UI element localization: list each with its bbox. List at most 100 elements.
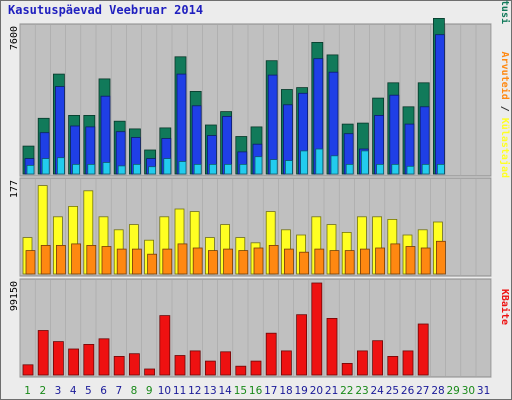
bar-kbaite-day-9 [144,368,156,376]
legend-panel-3: KBaite [499,289,511,325]
bar-arvuteid-day-3 [56,244,66,275]
bar-arvuteid-day-23 [359,248,370,275]
legend-item-külastusi: Külastusi [499,0,511,24]
bar-kbaite-day-8 [128,353,140,376]
day-label-27: 27 [416,385,429,397]
bar-pöördumisi-day-3 [57,157,65,175]
day-label-7: 7 [115,385,122,397]
bar-pöördumisi-day-28 [436,163,445,175]
bar-arvuteid-day-11 [177,243,188,275]
day-label-24: 24 [371,385,385,397]
bar-faile-day-12 [191,105,202,175]
bar-kbaite-day-24 [372,340,384,376]
bar-kbaite-day-14 [220,351,232,376]
bar-kbaite-day-16 [250,360,262,376]
bar-kbaite-day-27 [417,323,429,376]
bar-kbaite-day-23 [356,350,368,376]
bar-arvuteid-day-7 [116,248,127,275]
bar-kbaite-day-19 [296,314,308,376]
bar-faile-day-17 [267,74,278,175]
day-label-28: 28 [431,385,444,397]
day-label-15: 15 [234,385,247,397]
bar-faile-day-28 [434,34,445,175]
bar-kbaite-day-12 [189,350,201,376]
day-label-17: 17 [264,385,277,397]
bar-pöördumisi-day-23 [360,150,369,175]
bar-faile-day-25 [389,94,400,175]
bar-kbaite-day-2 [37,330,49,376]
bar-pöördumisi-day-15 [239,163,248,175]
day-label-8: 8 [131,385,138,397]
bar-kbaite-day-1 [22,364,34,376]
bar-pöördumisi-day-26 [406,165,415,175]
bar-arvuteid-day-22 [344,250,355,275]
bar-kbaite-day-25 [387,355,399,376]
day-label-2: 2 [39,385,46,397]
bar-kbaite-day-17 [265,332,277,376]
bar-kbaite-day-21 [326,317,338,376]
day-label-9: 9 [146,385,153,397]
legend-separator: / [499,100,510,118]
bar-pöördumisi-day-18 [284,160,293,175]
panel-y-max-label: 99150 [9,281,20,311]
bar-arvuteid-day-2 [40,244,51,275]
bar-kbaite-day-18 [280,350,292,376]
legend-item-külastajad: Külastajad [499,118,511,178]
day-label-30: 30 [462,385,475,397]
bar-pöördumisi-day-13 [208,163,217,175]
day-label-31: 31 [477,385,490,397]
day-label-18: 18 [279,385,292,397]
bar-pöördumisi-day-10 [163,158,172,175]
day-label-29: 29 [447,385,460,397]
day-label-4: 4 [70,385,77,397]
bar-kbaite-day-7 [113,355,125,376]
day-label-19: 19 [295,385,308,397]
bar-kbaite-day-13 [204,360,216,376]
bar-pöördumisi-day-8 [132,163,141,175]
bar-arvuteid-day-28 [435,240,446,275]
bar-pöördumisi-day-22 [345,163,354,175]
bar-arvuteid-day-9 [147,253,158,275]
bar-kbaite-day-10 [159,315,171,376]
bar-kbaite-day-22 [341,362,353,376]
day-label-10: 10 [158,385,171,397]
day-label-23: 23 [355,385,368,397]
bar-arvuteid-day-24 [375,247,386,275]
bar-arvuteid-day-15 [238,250,249,275]
bar-pöördumisi-day-4 [72,163,80,175]
bar-arvuteid-day-1 [25,250,36,275]
bar-pöördumisi-day-9 [148,166,157,175]
day-label-25: 25 [386,385,399,397]
bar-pöördumisi-day-21 [330,155,339,175]
bar-arvuteid-day-17 [268,244,279,275]
bar-faile-day-27 [419,106,430,175]
legend-panel-1: Pöördumisi / Faile / Külastusi [499,0,511,24]
bar-kbaite-day-11 [174,355,186,376]
bar-arvuteid-day-13 [207,250,218,275]
bar-arvuteid-day-19 [299,251,310,275]
bar-arvuteid-day-18 [283,248,294,275]
day-label-3: 3 [55,385,62,397]
legend-item-arvuteid: Arvuteid [499,52,511,100]
bar-pöördumisi-day-12 [193,163,202,175]
bar-pöördumisi-day-14 [224,163,233,175]
bar-arvuteid-day-25 [390,243,401,275]
panel-2: 177 [9,177,492,277]
bar-kbaite-day-6 [98,338,110,376]
bar-pöördumisi-day-1 [26,164,35,175]
day-label-14: 14 [219,385,233,397]
panel-1: 7600 [9,17,492,177]
bar-pöördumisi-day-20 [315,148,324,175]
panel-3: 99150 [9,278,492,378]
bar-kbaite-day-5 [83,343,95,376]
day-label-1: 1 [24,385,31,397]
bar-pöördumisi-day-11 [178,161,187,175]
panel-y-max-label: 7600 [9,26,20,50]
bar-arvuteid-day-6 [101,246,112,275]
bar-pöördumisi-day-27 [421,163,430,175]
chart-title: Kasutuspäevad Veebruar 2014 [8,3,203,17]
bar-pöördumisi-day-7 [117,165,126,175]
day-label-21: 21 [325,385,338,397]
bar-pöördumisi-day-5 [87,163,96,175]
